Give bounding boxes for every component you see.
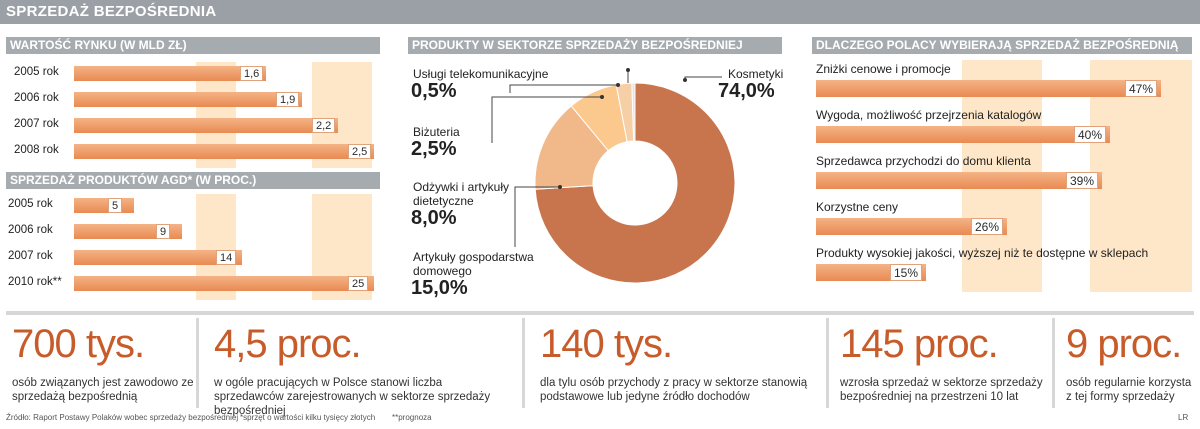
reason-label: Produkty wysokiej jakości, wyższej niż t… bbox=[816, 246, 1149, 260]
reason-label: Zniżki cenowe i promocje bbox=[816, 62, 951, 76]
bar-value-label: 2,2 bbox=[312, 118, 336, 133]
products-section-header: PRODUKTY W SEKTORZE SPRZEDAŻY BEZPOŚREDN… bbox=[408, 37, 782, 54]
bar-value-label: 1,6 bbox=[240, 66, 264, 81]
bar-category-label: 2006 rok bbox=[14, 92, 59, 104]
cosmetics-label: Kosmetyki bbox=[728, 67, 784, 81]
cosmetics-value: 74,0% bbox=[718, 80, 775, 102]
bar-value-label: 15% bbox=[890, 264, 923, 281]
bar bbox=[816, 126, 1110, 143]
reason-label: Wygoda, możliwość przejrzenia katalogów bbox=[816, 108, 1042, 122]
bar bbox=[74, 66, 266, 81]
donut-slice-usługi bbox=[631, 82, 636, 142]
reason-label: Sprzedawca przychodzi do domu klienta bbox=[816, 154, 1031, 168]
bar-value-label: 40% bbox=[1074, 126, 1107, 143]
home-value: 15,0% bbox=[411, 277, 468, 299]
stat-5-desc: osób regularnie korzysta z tej formy spr… bbox=[1066, 377, 1192, 403]
why-section-header: DLACZEGO POLACY WYBIERAJĄ SPRZEDAŻ BEZPO… bbox=[812, 37, 1192, 54]
bar-value-label: 26% bbox=[971, 218, 1004, 235]
agd-section-header: SPRZEDAŻ PRODUKTÓW AGD* (W PROC.) bbox=[6, 172, 380, 189]
bar-value-label: 39% bbox=[1066, 172, 1099, 189]
jewelry-value: 2,5% bbox=[411, 138, 457, 160]
bar bbox=[74, 250, 242, 265]
footnote-agd: *sprzęt o wartości kilku tysięcy złotych bbox=[240, 413, 376, 422]
leader-dot bbox=[616, 83, 620, 87]
bar-value-label: 5 bbox=[108, 198, 123, 213]
page-title: SPRZEDAŻ BEZPOŚREDNIA bbox=[6, 3, 217, 20]
diet-value: 8,0% bbox=[411, 207, 457, 229]
leader-line bbox=[684, 76, 722, 80]
bar bbox=[74, 144, 374, 159]
stat-3-value: 140 tys. bbox=[540, 322, 673, 366]
home-label-line1: Artykuły gospodarstwa bbox=[413, 250, 534, 264]
bar-category-label: 2006 rok bbox=[8, 224, 53, 236]
bar-value-label: 47% bbox=[1125, 80, 1158, 97]
leader-line bbox=[514, 186, 560, 247]
telecom-label: Usługi telekomunikacyjne bbox=[413, 67, 549, 81]
author-initials: LR bbox=[1178, 413, 1189, 422]
home-label-line2: domowego bbox=[413, 264, 472, 278]
leader-dot bbox=[683, 78, 687, 82]
stat-divider bbox=[522, 318, 525, 408]
leader-dot bbox=[626, 68, 630, 72]
stat-divider bbox=[1052, 318, 1055, 408]
footnote-forecast: **prognoza bbox=[392, 413, 432, 422]
bar-value-label: 9 bbox=[156, 224, 171, 239]
bar bbox=[74, 92, 302, 107]
diet-label-line2: dietetyczne bbox=[413, 194, 474, 208]
stat-1-value: 700 tys. bbox=[12, 322, 145, 366]
leader-dot bbox=[600, 95, 604, 99]
bar-category-label: 2008 rok bbox=[14, 144, 59, 156]
stat-3-desc: dla tylu osób przychody z pracy w sektor… bbox=[540, 377, 808, 403]
donut-slice-kosmetyki bbox=[534, 82, 736, 284]
stat-5-value: 9 proc. bbox=[1066, 322, 1182, 366]
stat-4-desc: wzrosła sprzedaż w sektorze sprzedaży be… bbox=[840, 377, 1043, 403]
telecom-value: 0,5% bbox=[411, 80, 457, 102]
bar-value-label: 14 bbox=[216, 250, 237, 265]
stat-4-value: 145 proc. bbox=[840, 322, 999, 366]
title-bar: SPRZEDAŻ BEZPOŚREDNIA bbox=[0, 0, 1200, 24]
bar bbox=[74, 224, 182, 239]
bar bbox=[816, 172, 1102, 189]
reason-label: Korzystne ceny bbox=[816, 200, 899, 214]
diet-label-line1: Odżywki i artykuły bbox=[413, 180, 510, 194]
leader-line bbox=[509, 84, 618, 93]
bar-value-label: 25 bbox=[348, 276, 369, 291]
bar-category-label: 2010 rok** bbox=[8, 276, 62, 288]
bar-value-label: 1,9 bbox=[276, 92, 300, 107]
source-footnote: Źródło: Raport Postawy Polaków wobec spr… bbox=[6, 413, 239, 422]
stat-divider bbox=[196, 318, 199, 408]
stat-divider bbox=[826, 318, 829, 408]
bar-category-label: 2005 rok bbox=[14, 66, 59, 78]
leader-line bbox=[491, 96, 602, 143]
stat-1-desc: osób związanych jest zawodowo ze sprzeda… bbox=[12, 377, 194, 403]
bar-category-label: 2007 rok bbox=[14, 118, 59, 130]
bar bbox=[74, 198, 134, 213]
stat-2-value: 4,5 proc. bbox=[214, 322, 362, 366]
bar bbox=[816, 80, 1161, 97]
market-section-header: WARTOŚĆ RYNKU (W MLD ZŁ) bbox=[6, 37, 380, 54]
stat-2-desc: w ogóle pracujących w Polsce stanowi lic… bbox=[214, 377, 491, 417]
jewelry-label: Biżuteria bbox=[413, 125, 460, 139]
leader-dot bbox=[558, 185, 562, 189]
bar-value-label: 2,5 bbox=[348, 144, 372, 159]
products-donut-chart bbox=[491, 68, 736, 284]
bar-category-label: 2005 rok bbox=[8, 198, 53, 210]
bar bbox=[74, 118, 338, 133]
bar bbox=[816, 218, 1007, 235]
bar bbox=[74, 276, 374, 291]
stats-separator bbox=[6, 311, 1194, 315]
bar-category-label: 2007 rok bbox=[8, 250, 53, 262]
bg-stripe bbox=[1090, 60, 1192, 292]
